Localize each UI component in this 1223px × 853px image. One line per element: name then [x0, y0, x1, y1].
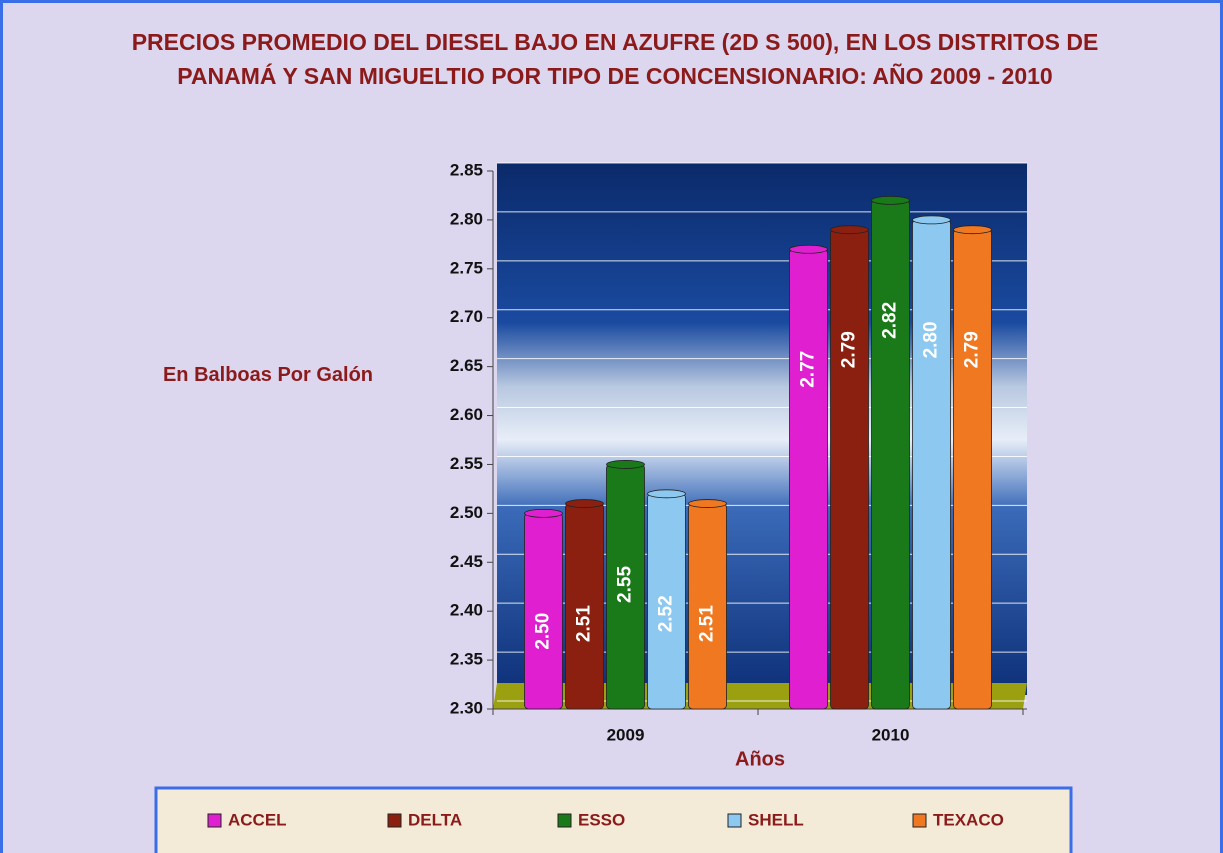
value-label: 2.79	[962, 331, 983, 368]
legend-swatch	[913, 814, 926, 827]
y-tick-label: 2.60	[450, 405, 483, 424]
value-label: 2.77	[798, 351, 819, 388]
bar-top	[790, 245, 828, 253]
chart: 2.30 2.35 2.40 2.45 2.50 2.55 2.60 2.65 2.70 2.75…	[3, 3, 1223, 853]
value-label: 2.79	[839, 331, 860, 368]
y-tick-label: 2.65	[450, 356, 483, 375]
bar-top	[607, 460, 645, 468]
bar-top	[525, 509, 563, 517]
page: 2.30 2.35 2.40 2.45 2.50 2.55 2.60 2.65 2.70 2.75…	[0, 0, 1223, 853]
chart-title: PRECIOS PROMEDIO DEL DIESEL BAJO EN AZUF…	[115, 25, 1115, 93]
x-tick-label: 2009	[607, 725, 645, 744]
value-label: 2.55	[615, 566, 636, 603]
bar	[913, 220, 951, 709]
value-label: 2.50	[533, 613, 554, 650]
legend-label: ESSO	[578, 810, 625, 829]
legend-swatch	[558, 814, 571, 827]
y-tick-label: 2.80	[450, 209, 483, 228]
legend-label: ACCEL	[228, 810, 287, 829]
legend-label: DELTA	[408, 810, 462, 829]
bar-top	[913, 216, 951, 224]
bar-top	[648, 490, 686, 498]
y-tick-label: 2.75	[450, 258, 483, 277]
value-label: 2.80	[921, 321, 942, 358]
bar-top	[831, 226, 869, 234]
y-tick-label: 2.30	[450, 698, 483, 717]
x-axis-label: Años	[735, 748, 785, 770]
legend-swatch	[208, 814, 221, 827]
value-label: 2.52	[656, 595, 677, 632]
y-tick-label: 2.35	[450, 650, 483, 669]
value-label: 2.82	[880, 302, 901, 339]
bar	[831, 230, 869, 709]
bar	[954, 230, 992, 709]
y-tick-label: 2.55	[450, 454, 483, 473]
bar-top	[872, 196, 910, 204]
legend-label: TEXACO	[933, 810, 1004, 829]
legend-swatch	[728, 814, 741, 827]
value-label: 2.51	[697, 605, 718, 642]
y-tick-label: 2.45	[450, 552, 483, 571]
y-tick-label: 2.50	[450, 503, 483, 522]
y-tick-label: 2.70	[450, 307, 483, 326]
bar-top	[954, 226, 992, 234]
legend-swatch	[388, 814, 401, 827]
bar	[525, 513, 563, 709]
bar-top	[566, 500, 604, 508]
bar-top	[689, 500, 727, 508]
legend-label: SHELL	[748, 810, 804, 829]
bar	[790, 249, 828, 709]
value-label: 2.51	[574, 605, 595, 642]
bar	[872, 200, 910, 709]
y-tick-label: 2.40	[450, 601, 483, 620]
x-tick-label: 2010	[872, 725, 910, 744]
y-axis-label: En Balboas Por Galón	[158, 358, 378, 392]
y-tick-label: 2.85	[450, 160, 483, 179]
